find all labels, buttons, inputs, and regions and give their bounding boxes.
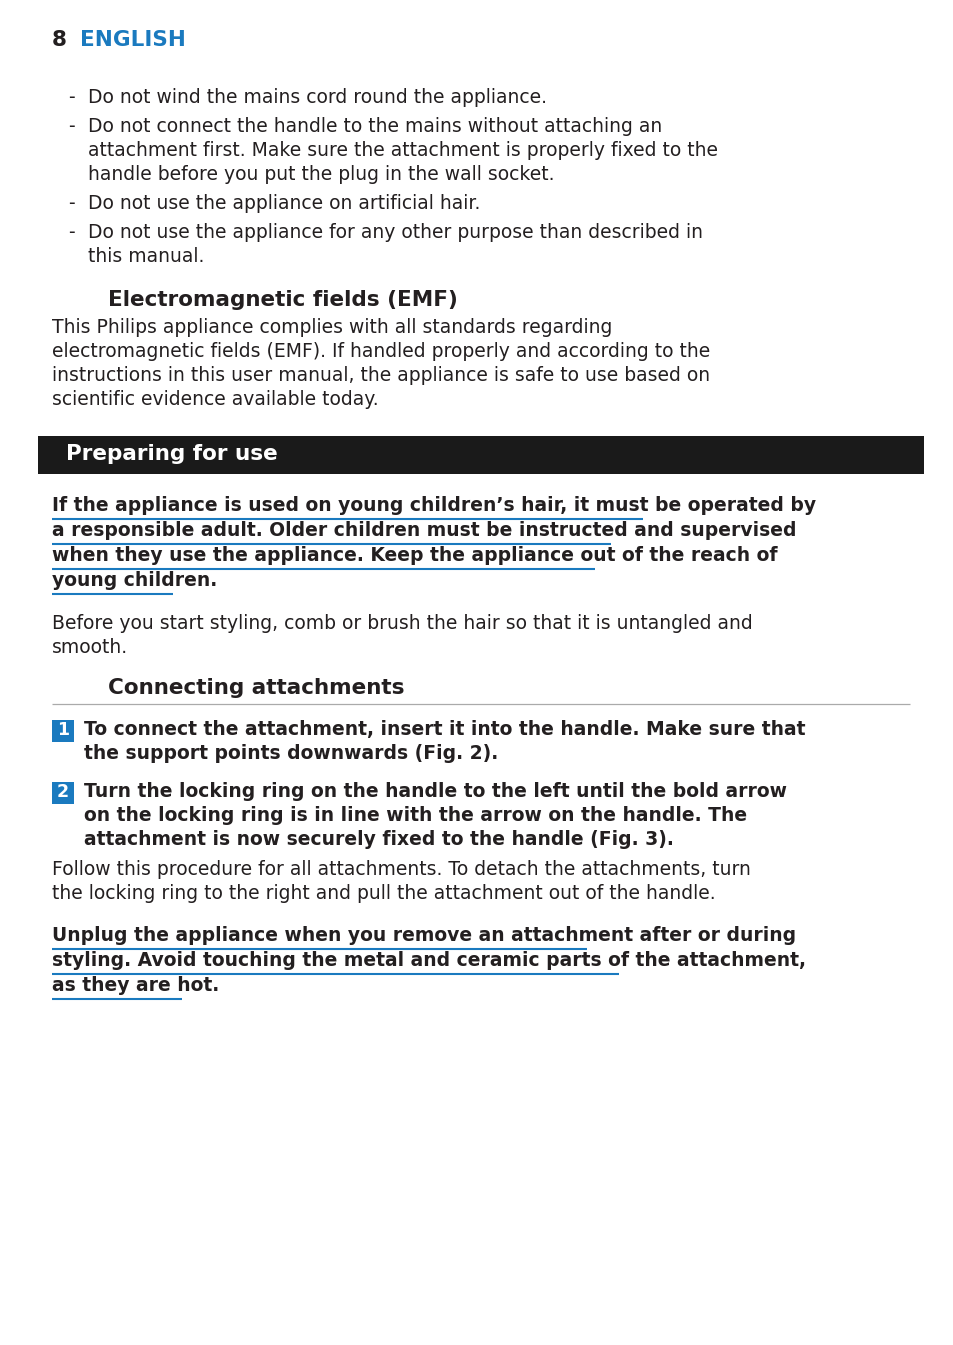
Text: Electromagnetic fields (EMF): Electromagnetic fields (EMF) <box>108 291 457 309</box>
Text: -: - <box>68 87 74 108</box>
Text: on the locking ring is in line with the arrow on the handle. The: on the locking ring is in line with the … <box>84 806 746 824</box>
Text: Turn the locking ring on the handle to the left until the bold arrow: Turn the locking ring on the handle to t… <box>84 781 786 802</box>
Text: Preparing for use: Preparing for use <box>66 444 277 464</box>
Text: -: - <box>68 223 74 242</box>
Text: Do not use the appliance for any other purpose than described in: Do not use the appliance for any other p… <box>88 223 702 242</box>
Text: Do not use the appliance on artificial hair.: Do not use the appliance on artificial h… <box>88 194 480 213</box>
Text: attachment first. Make sure the attachment is properly fixed to the: attachment first. Make sure the attachme… <box>88 141 718 160</box>
Text: smooth.: smooth. <box>52 638 128 656</box>
Text: a responsible adult. Older children must be instructed and supervised: a responsible adult. Older children must… <box>52 521 796 539</box>
Text: Unplug the appliance when you remove an attachment after or during: Unplug the appliance when you remove an … <box>52 925 796 946</box>
FancyBboxPatch shape <box>52 781 74 804</box>
Text: 8: 8 <box>52 30 67 50</box>
Text: this manual.: this manual. <box>88 247 204 266</box>
Text: If the appliance is used on young children’s hair, it must be operated by: If the appliance is used on young childr… <box>52 496 815 515</box>
Text: Follow this procedure for all attachments. To detach the attachments, turn: Follow this procedure for all attachment… <box>52 859 750 880</box>
Text: 1: 1 <box>57 721 69 738</box>
Text: styling. Avoid touching the metal and ceramic parts of the attachment,: styling. Avoid touching the metal and ce… <box>52 951 805 970</box>
Text: This Philips appliance complies with all standards regarding: This Philips appliance complies with all… <box>52 317 612 338</box>
Text: as they are hot.: as they are hot. <box>52 976 219 995</box>
Text: To connect the attachment, insert it into the handle. Make sure that: To connect the attachment, insert it int… <box>84 720 804 738</box>
Text: electromagnetic fields (EMF). If handled properly and according to the: electromagnetic fields (EMF). If handled… <box>52 342 709 360</box>
FancyBboxPatch shape <box>52 720 74 742</box>
Text: instructions in this user manual, the appliance is safe to use based on: instructions in this user manual, the ap… <box>52 366 709 385</box>
Text: Do not wind the mains cord round the appliance.: Do not wind the mains cord round the app… <box>88 87 546 108</box>
Text: ENGLISH: ENGLISH <box>80 30 186 50</box>
Text: Before you start styling, comb or brush the hair so that it is untangled and: Before you start styling, comb or brush … <box>52 615 752 633</box>
Text: when they use the appliance. Keep the appliance out of the reach of: when they use the appliance. Keep the ap… <box>52 546 777 565</box>
Text: the locking ring to the right and pull the attachment out of the handle.: the locking ring to the right and pull t… <box>52 884 715 902</box>
Text: Do not connect the handle to the mains without attaching an: Do not connect the handle to the mains w… <box>88 117 661 136</box>
Text: 2: 2 <box>57 783 69 802</box>
Text: -: - <box>68 117 74 136</box>
Text: young children.: young children. <box>52 572 217 590</box>
Text: handle before you put the plug in the wall socket.: handle before you put the plug in the wa… <box>88 165 554 184</box>
Text: attachment is now securely fixed to the handle (Fig. 3).: attachment is now securely fixed to the … <box>84 830 673 849</box>
FancyBboxPatch shape <box>38 436 923 473</box>
Text: scientific evidence available today.: scientific evidence available today. <box>52 390 378 409</box>
Text: Connecting attachments: Connecting attachments <box>108 678 404 698</box>
Text: -: - <box>68 194 74 213</box>
Text: the support points downwards (Fig. 2).: the support points downwards (Fig. 2). <box>84 744 497 763</box>
